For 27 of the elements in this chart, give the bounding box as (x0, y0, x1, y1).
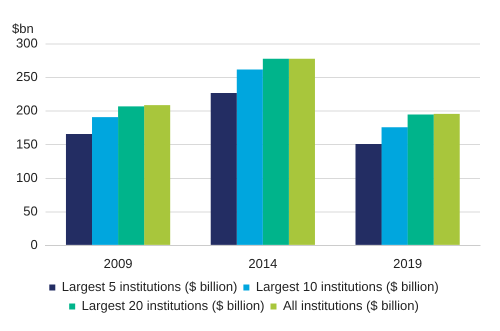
x-tick-label: 2009 (104, 256, 133, 271)
y-axis-title: $bn (12, 21, 34, 36)
bar (408, 114, 434, 245)
y-tick-label: 250 (16, 69, 38, 84)
x-tick-label: 2019 (393, 256, 422, 271)
bar (356, 144, 382, 245)
bar (434, 114, 460, 245)
y-tick-label: 50 (23, 203, 38, 218)
bar (382, 127, 408, 245)
legend-label: Largest 5 institutions ($ billion) (62, 279, 238, 294)
legend-label: Largest 10 institutions ($ billion) (256, 279, 439, 294)
y-tick-label: 150 (16, 136, 38, 152)
y-tick-label: 300 (16, 36, 38, 51)
x-tick-label: 2014 (248, 256, 278, 271)
bar (66, 134, 92, 245)
legend-label: All institutions ($ billion) (282, 298, 419, 314)
bar (144, 105, 170, 245)
bar (236, 70, 263, 245)
bar (288, 58, 315, 245)
bar (92, 117, 118, 245)
bar (262, 58, 289, 245)
bar (118, 106, 144, 245)
legend-label: Largest 20 institutions ($ billion) (82, 298, 264, 314)
y-tick-label: 100 (16, 170, 38, 185)
bar (210, 93, 237, 245)
y-tick-label: 200 (16, 102, 38, 118)
y-tick-label: 0 (30, 236, 38, 252)
